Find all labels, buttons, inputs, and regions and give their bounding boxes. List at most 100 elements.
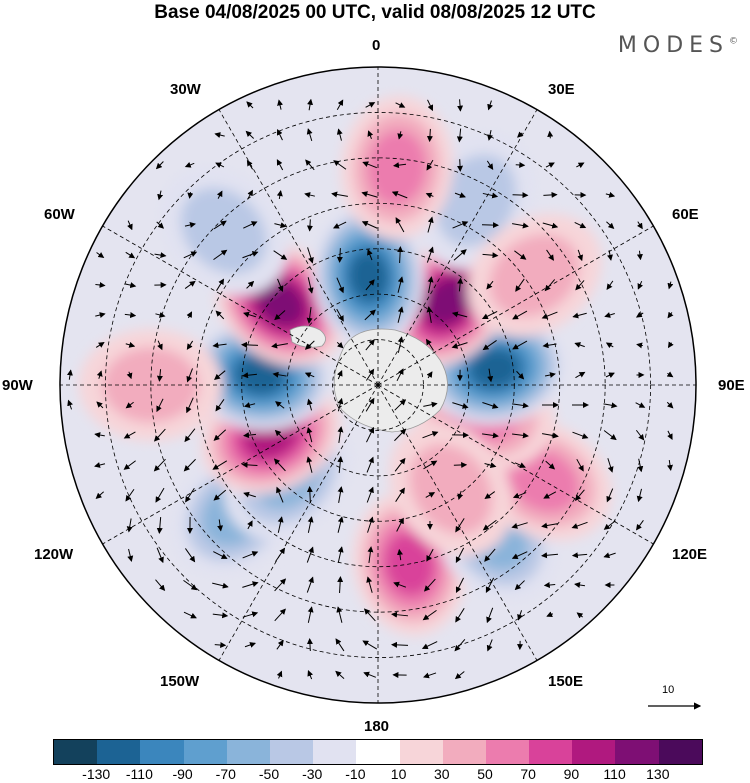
wind-vector	[636, 250, 643, 261]
colorbar-tick-label: 10	[390, 766, 407, 782]
wind-vector	[306, 219, 313, 232]
wind-vector	[397, 246, 404, 264]
wind-vector	[367, 248, 373, 261]
wind-vector	[636, 221, 643, 230]
wind-vector	[94, 432, 105, 438]
wind-vector	[214, 370, 226, 380]
wind-vector	[127, 548, 134, 562]
wind-vector	[391, 641, 409, 648]
wind-vector	[457, 277, 464, 292]
wind-vector	[426, 548, 434, 562]
anomaly-contour	[235, 355, 286, 395]
lon-label-120e: 120E	[672, 546, 708, 563]
wind-vector	[331, 191, 348, 198]
wind-vectors	[66, 98, 674, 680]
antarctica-landmass	[333, 328, 448, 433]
lon-label-0: 0	[372, 37, 381, 54]
wind-vector	[543, 191, 558, 198]
wind-vector	[306, 307, 313, 324]
wind-vector	[183, 611, 197, 619]
colorbar-swatch	[615, 740, 659, 764]
wind-vector	[363, 608, 376, 622]
wind-vector	[361, 191, 378, 198]
wind-vector	[365, 102, 376, 108]
wind-vector	[213, 551, 228, 559]
wind-vector	[275, 547, 286, 562]
wind-vector	[517, 131, 524, 138]
wind-vector	[485, 577, 495, 594]
wind-vector	[451, 311, 468, 318]
wind-vector	[426, 246, 434, 263]
wind-vector	[512, 402, 529, 409]
wind-vector	[542, 222, 559, 229]
wind-vector	[544, 279, 556, 292]
wind-vector	[397, 131, 404, 140]
wind-vector	[214, 642, 227, 649]
wind-vector	[186, 397, 194, 414]
wind-vector	[367, 516, 374, 533]
wind-vector	[184, 222, 196, 228]
wind-vector	[337, 397, 344, 412]
wind-vector	[271, 342, 288, 349]
wind-vector	[153, 428, 166, 442]
meridian-line	[218, 384, 379, 661]
wind-vector	[482, 192, 499, 199]
wind-vector	[574, 342, 585, 348]
wind-vector	[452, 402, 469, 409]
wind-vector	[576, 162, 585, 169]
wind-vector	[575, 280, 585, 291]
wind-vector	[337, 576, 344, 594]
wind-vector	[336, 248, 343, 263]
lon-label-30w: 30W	[170, 81, 201, 98]
wind-vector	[212, 612, 229, 619]
wind-vector	[364, 309, 376, 321]
wind-vector	[512, 492, 527, 499]
wind-vector	[367, 546, 374, 563]
wind-vector	[156, 516, 163, 534]
colorbar-swatch	[140, 740, 184, 764]
wind-vector	[666, 371, 674, 378]
wind-vector	[394, 428, 407, 442]
wind-vector	[243, 402, 256, 408]
lon-label-90w: 90W	[2, 377, 33, 394]
wind-vector	[425, 338, 434, 351]
wind-vector	[486, 639, 493, 652]
wind-vector	[635, 311, 644, 318]
wind-vector	[365, 339, 375, 351]
wind-vector	[212, 460, 228, 470]
wind-vector	[457, 159, 464, 172]
wind-vector	[667, 430, 673, 441]
wind-vector	[605, 372, 615, 378]
anomaly-contour	[257, 281, 304, 326]
wind-vector	[541, 522, 558, 529]
colorbar-tick-label: -130	[82, 766, 111, 782]
colorbar-swatch	[399, 740, 443, 764]
wind-vector	[213, 220, 227, 230]
wind-vector	[213, 249, 228, 261]
wind-vector	[482, 402, 499, 409]
wind-vector	[423, 672, 437, 679]
wind-vector	[576, 612, 584, 619]
brand-copyright-mark: ©	[729, 36, 738, 47]
wind-vector	[247, 520, 253, 530]
wind-vector	[605, 342, 614, 349]
wind-vector	[486, 607, 494, 624]
wind-vector	[486, 160, 494, 170]
wind-vector	[335, 638, 345, 652]
lon-label-30e: 30E	[548, 81, 575, 98]
wind-vector	[95, 491, 105, 499]
wind-vector	[157, 340, 163, 351]
wind-vector	[274, 578, 287, 592]
wind-vector	[486, 280, 494, 290]
wind-vector	[575, 371, 586, 379]
wind-vector	[603, 402, 618, 409]
wind-vector	[395, 217, 405, 233]
wind-vector	[243, 221, 258, 229]
wind-vector	[362, 161, 377, 169]
wind-vector	[366, 576, 373, 593]
wind-vector	[546, 611, 554, 617]
wind-vector	[365, 279, 375, 291]
colorbar-tick-label: -70	[215, 766, 236, 782]
wind-vector	[667, 459, 673, 471]
colorbar-swatch	[529, 740, 573, 764]
